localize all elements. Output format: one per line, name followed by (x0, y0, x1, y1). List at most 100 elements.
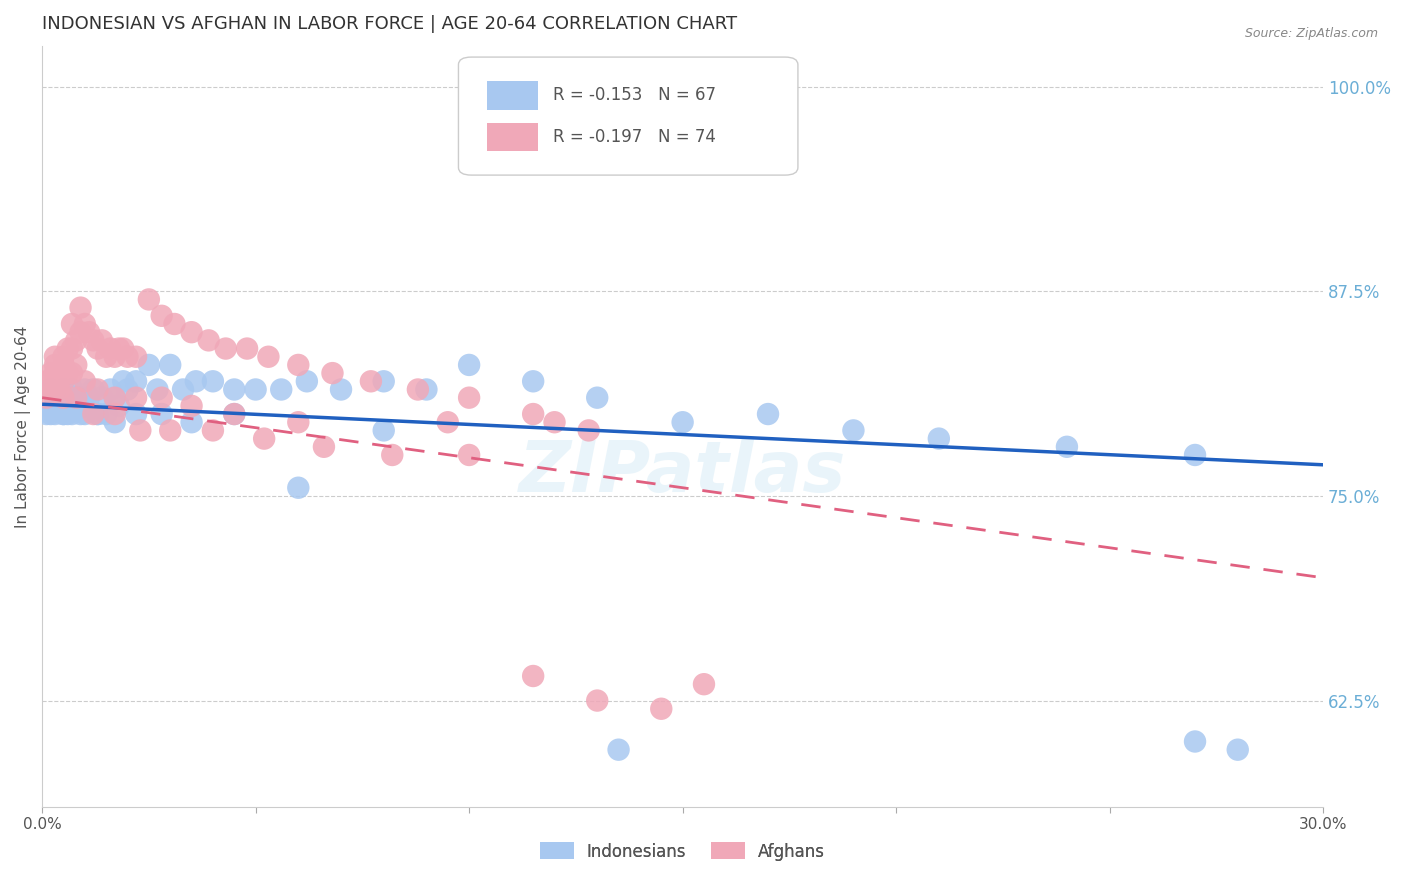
Point (73, 317, 96, 331)
Point (48, 374, 70, 388)
Point (108, 399, 131, 413)
Point (138, 358, 160, 372)
Point (1184, 734, 1206, 748)
Point (125, 350, 148, 364)
Point (756, 407, 779, 421)
Point (458, 448, 481, 462)
Point (373, 374, 395, 388)
Point (201, 374, 224, 388)
Point (44, 399, 66, 413)
Point (60, 407, 83, 421)
Point (86, 383, 108, 397)
Point (287, 481, 309, 495)
Point (125, 407, 148, 421)
Point (69, 325, 91, 339)
Point (73, 374, 96, 388)
Point (415, 383, 437, 397)
Point (253, 432, 276, 446)
Point (82, 407, 104, 421)
Point (543, 415, 565, 429)
Y-axis label: In Labor Force | Age 20-64: In Labor Force | Age 20-64 (15, 326, 31, 527)
Point (436, 415, 458, 429)
Point (586, 693, 609, 707)
Point (360, 374, 382, 388)
Point (65, 358, 87, 372)
Point (287, 358, 309, 372)
Text: R = -0.197   N = 74: R = -0.197 N = 74 (553, 128, 716, 146)
Point (60, 383, 83, 397)
Point (287, 415, 309, 429)
Point (373, 424, 395, 438)
Point (163, 317, 186, 331)
Point (159, 358, 181, 372)
Point (224, 407, 246, 421)
Point (184, 374, 207, 388)
Point (52, 391, 75, 405)
Point (52, 407, 75, 421)
Point (39, 383, 62, 397)
Bar (486, 80, 538, 110)
Point (201, 424, 224, 438)
Point (86, 342, 108, 356)
Point (56, 342, 79, 356)
Point (86, 407, 108, 421)
Point (82, 334, 104, 348)
Point (312, 440, 335, 454)
Point (96, 350, 118, 364)
Point (35, 407, 58, 421)
FancyBboxPatch shape (458, 57, 799, 175)
Point (90, 391, 112, 405)
Point (48, 383, 70, 397)
Point (330, 383, 353, 397)
Text: Source: ZipAtlas.com: Source: ZipAtlas.com (1244, 27, 1378, 40)
Point (224, 383, 246, 397)
Point (35, 391, 58, 405)
Point (458, 358, 481, 372)
Point (56, 391, 79, 405)
Point (39, 366, 62, 380)
Point (295, 374, 318, 388)
Point (458, 391, 481, 405)
Point (125, 391, 148, 405)
Point (104, 415, 127, 429)
Point (108, 342, 131, 356)
Point (150, 391, 173, 405)
Point (86, 407, 108, 421)
Point (522, 374, 544, 388)
Point (245, 383, 267, 397)
Point (77, 325, 100, 339)
Point (65, 391, 87, 405)
Point (650, 702, 672, 716)
Point (112, 342, 135, 356)
Point (129, 424, 152, 438)
Point (90, 334, 112, 348)
Point (146, 383, 169, 397)
Point (172, 383, 194, 397)
Legend: Indonesians, Afghans: Indonesians, Afghans (533, 836, 832, 867)
Point (44, 383, 66, 397)
Point (117, 350, 139, 364)
Point (44, 391, 66, 405)
Point (1056, 440, 1078, 454)
Point (522, 669, 544, 683)
Text: ZIPatlas: ZIPatlas (519, 437, 846, 507)
Point (77, 391, 100, 405)
Point (1184, 448, 1206, 462)
Point (69, 391, 91, 405)
Point (257, 350, 280, 364)
Point (82, 383, 104, 397)
Point (321, 366, 343, 380)
Point (180, 415, 202, 429)
Point (522, 407, 544, 421)
Point (65, 391, 87, 405)
Point (1226, 742, 1249, 756)
Point (236, 342, 259, 356)
Point (52, 383, 75, 397)
Point (65, 399, 87, 413)
Point (125, 374, 148, 388)
Point (215, 342, 238, 356)
Point (117, 383, 139, 397)
Point (150, 407, 173, 421)
Point (60, 391, 83, 405)
Point (112, 374, 135, 388)
